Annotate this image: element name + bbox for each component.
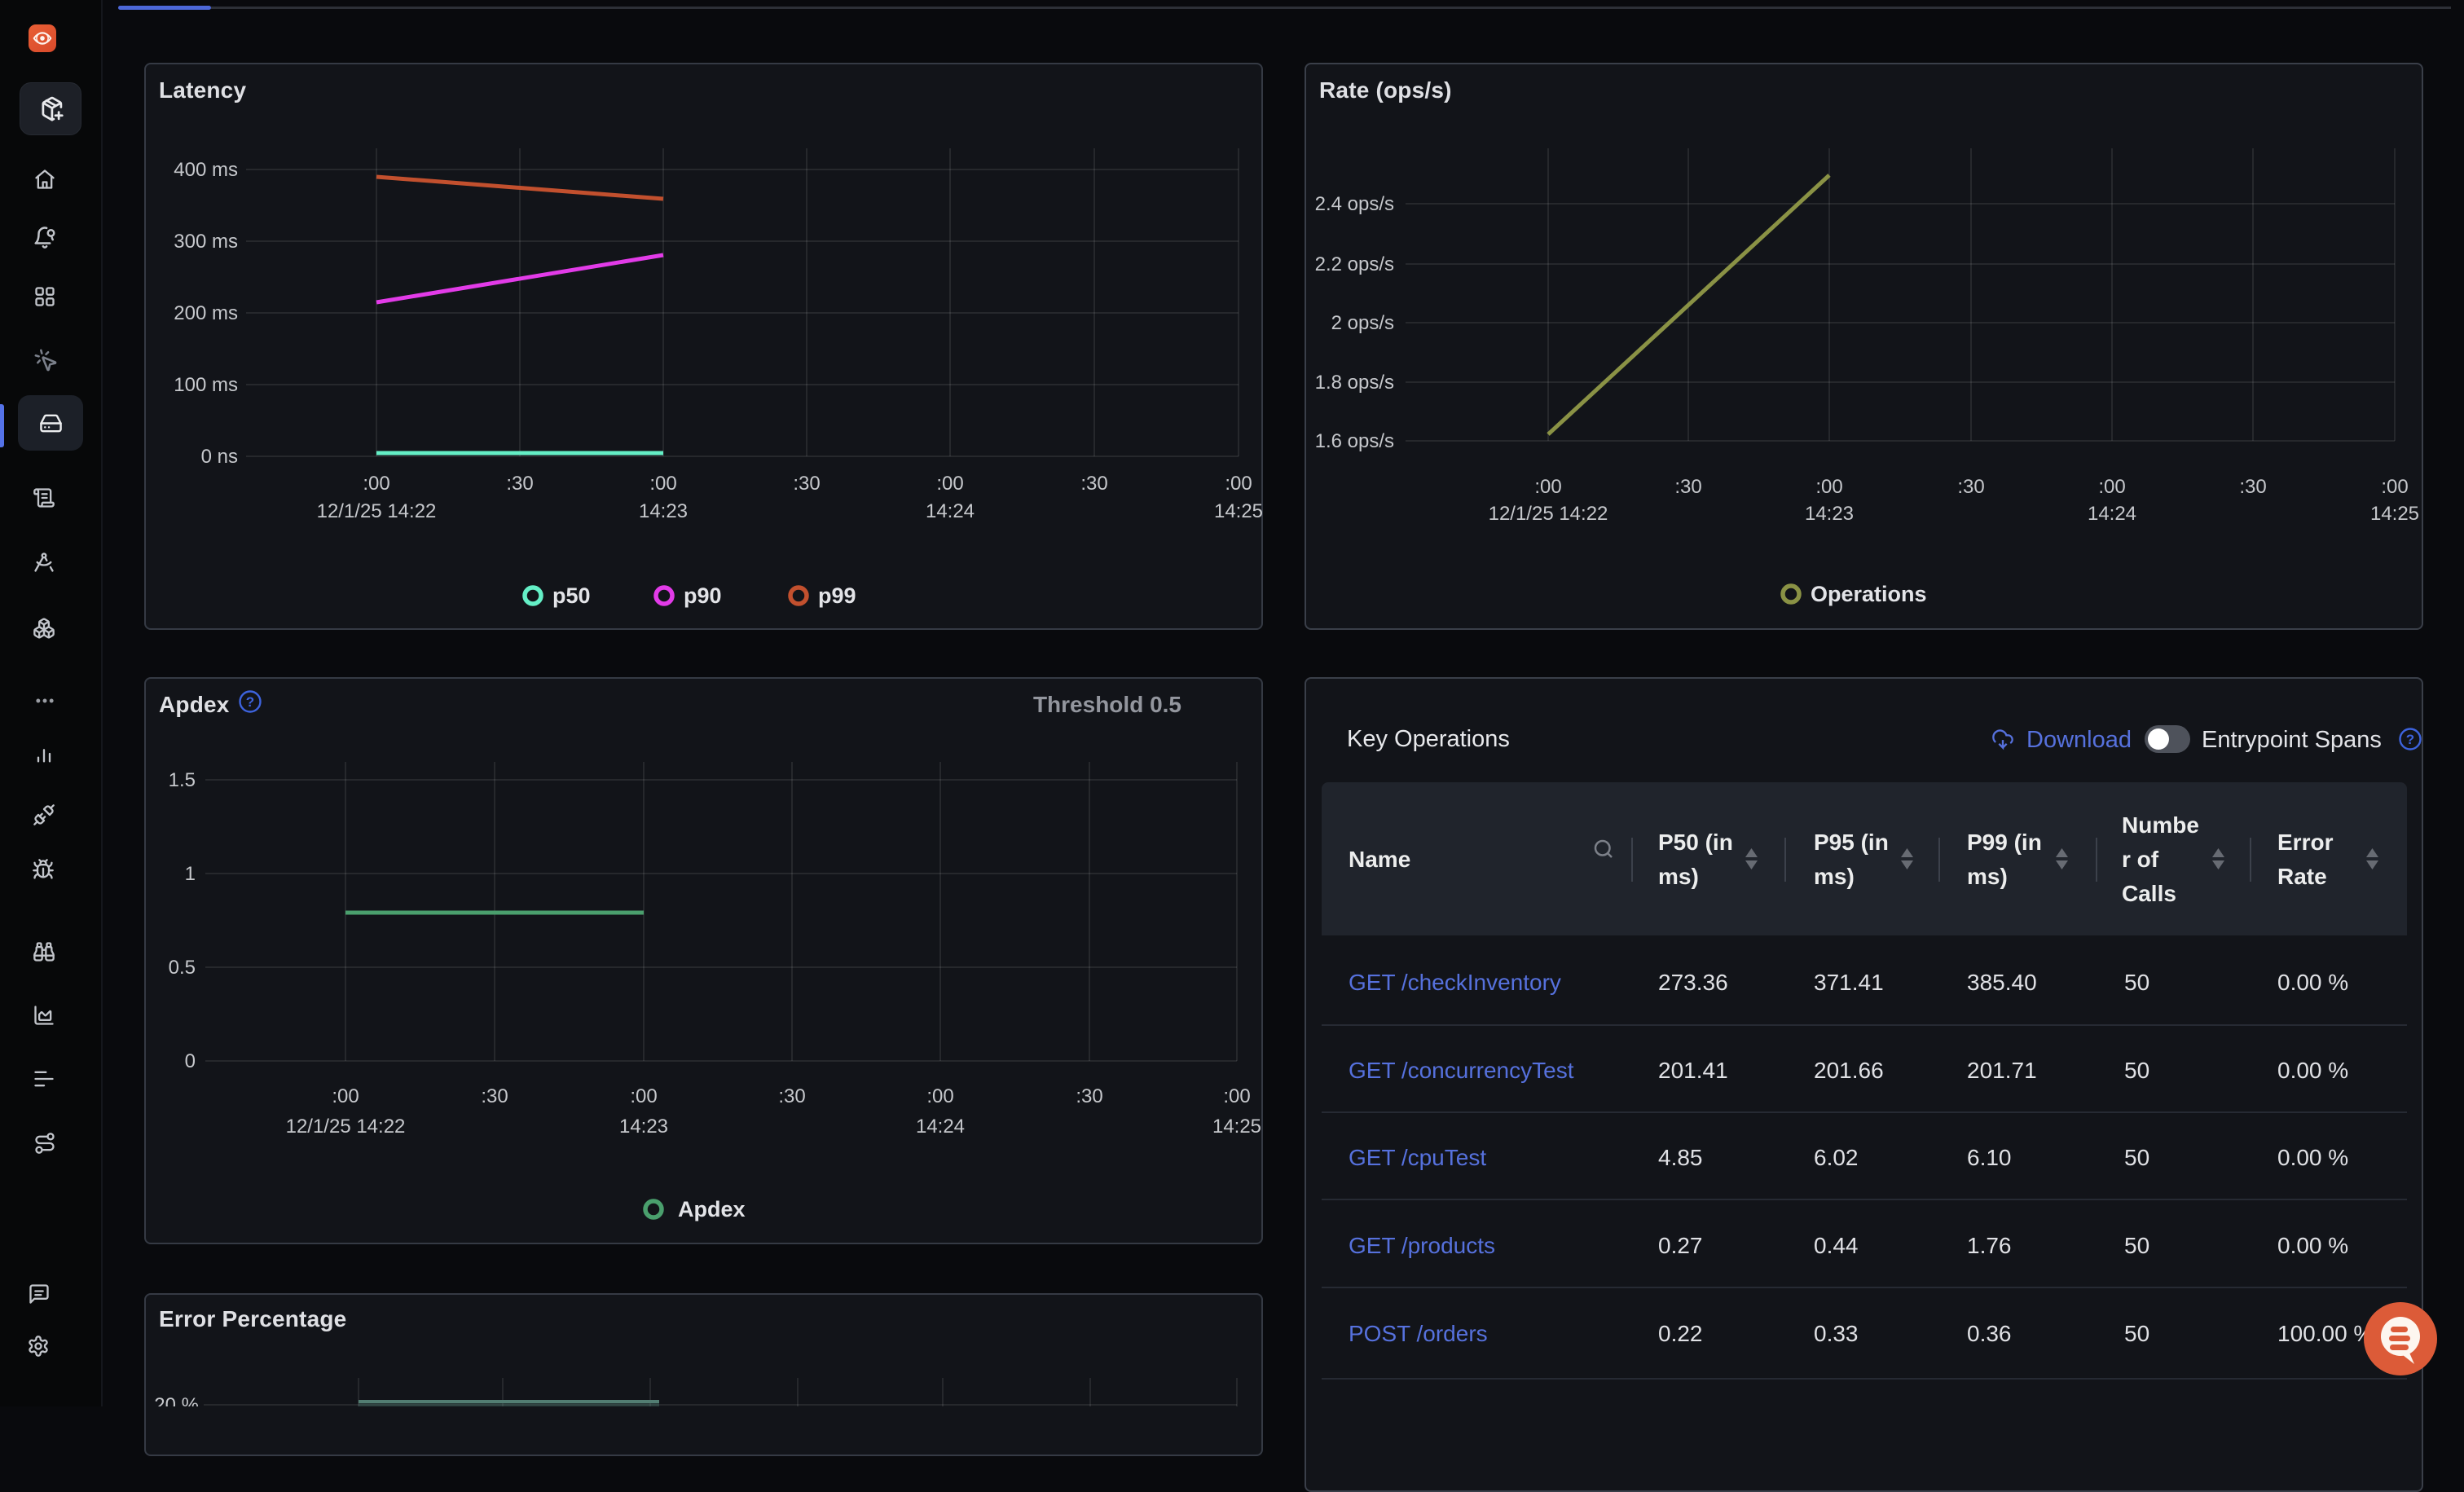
svg-text:201.66: 201.66 — [1814, 1058, 1884, 1083]
svg-text:50: 50 — [2124, 1233, 2149, 1258]
svg-text:p90: p90 — [684, 583, 722, 608]
svg-text:ms): ms) — [1814, 864, 1855, 889]
svg-text:0.5: 0.5 — [169, 957, 196, 979]
svg-text:4.85: 4.85 — [1658, 1145, 1703, 1170]
svg-text:?: ? — [246, 694, 254, 710]
svg-text:ms): ms) — [1967, 864, 2008, 889]
svg-text:0.22: 0.22 — [1658, 1321, 1703, 1346]
svg-text:P95 (in: P95 (in — [1814, 830, 1889, 855]
svg-text:14:24: 14:24 — [926, 500, 975, 522]
svg-text:1: 1 — [185, 863, 196, 885]
svg-text:14:25: 14:25 — [1212, 1116, 1261, 1138]
svg-text::00: :00 — [936, 473, 963, 495]
svg-text::30: :30 — [506, 473, 533, 495]
svg-text:50: 50 — [2124, 1321, 2149, 1346]
svg-text:1.5: 1.5 — [169, 769, 196, 791]
svg-text:0.00 %: 0.00 % — [2277, 970, 2348, 995]
svg-text:1.76: 1.76 — [1967, 1233, 2012, 1258]
svg-text:50: 50 — [2124, 970, 2149, 995]
svg-text:14:23: 14:23 — [639, 500, 688, 522]
svg-text::30: :30 — [1080, 473, 1107, 495]
svg-text:400 ms: 400 ms — [174, 159, 238, 181]
svg-text:14:23: 14:23 — [619, 1116, 668, 1138]
svg-text:0.44: 0.44 — [1814, 1233, 1859, 1258]
svg-text:Calls: Calls — [2122, 881, 2176, 906]
svg-text::30: :30 — [1957, 476, 1984, 498]
svg-text:6.10: 6.10 — [1967, 1145, 2012, 1170]
svg-text:14:23: 14:23 — [1805, 503, 1854, 525]
svg-text:0.00 %: 0.00 % — [2277, 1233, 2348, 1258]
svg-text:2 ops/s: 2 ops/s — [1331, 312, 1394, 334]
svg-text:Rate: Rate — [2277, 864, 2327, 889]
svg-text::30: :30 — [778, 1085, 805, 1107]
svg-text:1.8 ops/s: 1.8 ops/s — [1315, 372, 1394, 394]
svg-text:100.00 %: 100.00 % — [2277, 1321, 2374, 1346]
svg-text:12/1/25 14:22: 12/1/25 14:22 — [286, 1116, 406, 1138]
svg-text:14:24: 14:24 — [916, 1116, 965, 1138]
svg-text:1.6 ops/s: 1.6 ops/s — [1315, 430, 1394, 452]
svg-text:2.2 ops/s: 2.2 ops/s — [1315, 253, 1394, 275]
svg-text:Error: Error — [2277, 830, 2334, 855]
svg-text::30: :30 — [793, 473, 820, 495]
svg-text:p50: p50 — [552, 583, 591, 608]
svg-text:0: 0 — [185, 1050, 196, 1072]
svg-text:0.36: 0.36 — [1967, 1321, 2012, 1346]
svg-text:P99 (in: P99 (in — [1967, 830, 2042, 855]
svg-text:14:24: 14:24 — [2088, 503, 2136, 525]
svg-text:Operations: Operations — [1811, 582, 1927, 606]
svg-text:Apdex: Apdex — [678, 1197, 746, 1221]
svg-text:GET /concurrencyTest: GET /concurrencyTest — [1349, 1058, 1574, 1083]
svg-text:273.36: 273.36 — [1658, 970, 1728, 995]
svg-text:12/1/25 14:22: 12/1/25 14:22 — [1489, 503, 1608, 525]
svg-text:ms): ms) — [1658, 864, 1699, 889]
svg-text::30: :30 — [1674, 476, 1701, 498]
svg-text:201.71: 201.71 — [1967, 1058, 2037, 1083]
svg-text:14:25: 14:25 — [1214, 500, 1263, 522]
svg-text:0.00 %: 0.00 % — [2277, 1058, 2348, 1083]
svg-text::00: :00 — [630, 1085, 657, 1107]
svg-text:201.41: 201.41 — [1658, 1058, 1728, 1083]
svg-text:6.02: 6.02 — [1814, 1145, 1859, 1170]
svg-text:?: ? — [2406, 732, 2414, 747]
svg-text:0.33: 0.33 — [1814, 1321, 1859, 1346]
svg-text::00: :00 — [1815, 476, 1842, 498]
svg-text::00: :00 — [2381, 476, 2408, 498]
svg-text:0 ns: 0 ns — [201, 446, 238, 468]
svg-text::30: :30 — [1076, 1085, 1102, 1107]
svg-text:50: 50 — [2124, 1145, 2149, 1170]
svg-text:r of: r of — [2122, 847, 2159, 872]
svg-text::00: :00 — [332, 1085, 359, 1107]
svg-text:GET /checkInventory: GET /checkInventory — [1349, 970, 1561, 995]
svg-text:2.4 ops/s: 2.4 ops/s — [1315, 193, 1394, 215]
svg-text::30: :30 — [481, 1085, 508, 1107]
svg-text:385.40: 385.40 — [1967, 970, 2037, 995]
svg-text:0.27: 0.27 — [1658, 1233, 1703, 1258]
svg-text:Numbe: Numbe — [2122, 812, 2199, 838]
svg-text:50: 50 — [2124, 1058, 2149, 1083]
svg-text::00: :00 — [926, 1085, 953, 1107]
svg-text::00: :00 — [1225, 473, 1252, 495]
svg-text:GET /products: GET /products — [1349, 1233, 1495, 1258]
svg-text:0.00 %: 0.00 % — [2277, 1145, 2348, 1170]
svg-text:200 ms: 200 ms — [174, 302, 238, 324]
svg-text:300 ms: 300 ms — [174, 231, 238, 253]
svg-text:20 %: 20 % — [154, 1394, 199, 1406]
svg-text::00: :00 — [1534, 476, 1561, 498]
svg-text:100 ms: 100 ms — [174, 374, 238, 396]
svg-text:14:25: 14:25 — [2370, 503, 2419, 525]
svg-text::00: :00 — [363, 473, 389, 495]
svg-text::00: :00 — [1223, 1085, 1250, 1107]
svg-text:p99: p99 — [818, 583, 856, 608]
svg-text::00: :00 — [2098, 476, 2125, 498]
svg-text:POST /orders: POST /orders — [1349, 1321, 1488, 1346]
svg-text::00: :00 — [649, 473, 676, 495]
svg-text:Name: Name — [1349, 847, 1410, 872]
svg-text:GET /cpuTest: GET /cpuTest — [1349, 1145, 1486, 1170]
svg-text:371.41: 371.41 — [1814, 970, 1884, 995]
svg-text:12/1/25 14:22: 12/1/25 14:22 — [317, 500, 437, 522]
svg-text:P50 (in: P50 (in — [1658, 830, 1733, 855]
svg-text::30: :30 — [2239, 476, 2266, 498]
